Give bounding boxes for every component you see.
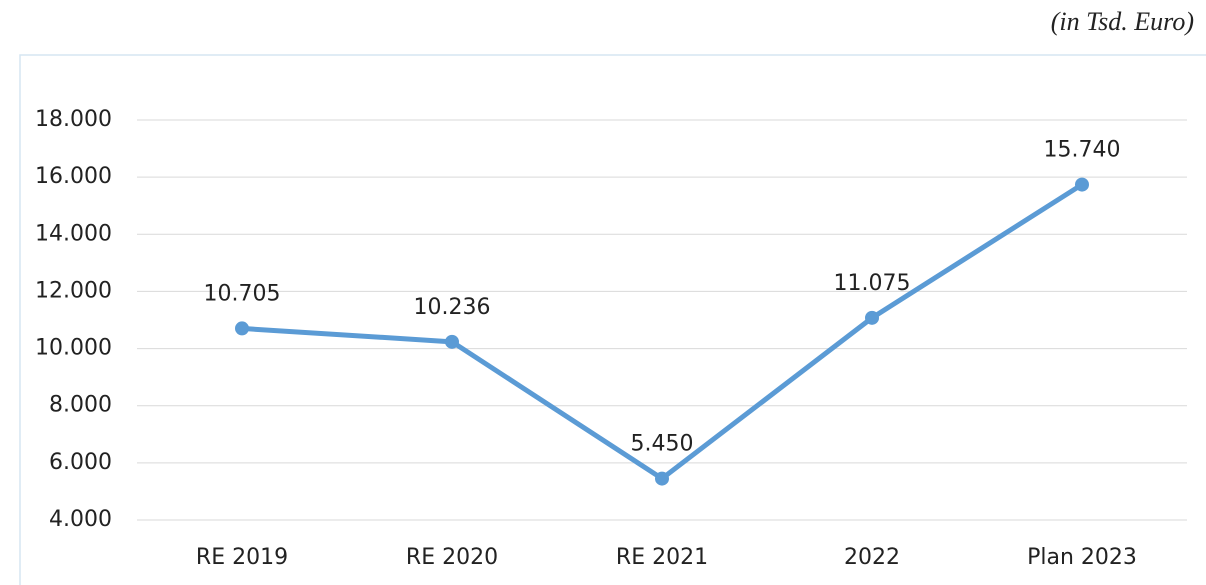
x-tick-label: Plan 2023	[1027, 545, 1137, 570]
point	[235, 321, 249, 336]
y-tick-label: 4.000	[49, 507, 112, 532]
data-label: 10.236	[414, 295, 491, 320]
data-label: 10.705	[204, 281, 281, 306]
point	[1075, 177, 1089, 192]
y-tick-label: 12.000	[35, 278, 112, 303]
y-tick-label: 14.000	[35, 221, 112, 246]
point	[865, 310, 879, 325]
y-tick-label: 16.000	[35, 164, 112, 189]
x-tick-label: 2022	[844, 545, 900, 570]
y-tick-label: 8.000	[49, 393, 112, 418]
data-label: 15.740	[1044, 138, 1121, 163]
x-tick-label: RE 2019	[196, 545, 288, 570]
y-tick-label: 10.000	[35, 336, 112, 361]
point	[445, 334, 459, 349]
y-tick-label: 18.000	[35, 107, 112, 132]
point	[655, 471, 669, 486]
data-label: 11.075	[834, 271, 911, 296]
y-tick-label: 6.000	[49, 450, 112, 475]
data-label: 5.450	[631, 432, 694, 457]
chart-subtitle: (in Tsd. Euro)	[1051, 7, 1194, 36]
chart-frame	[19, 54, 1206, 585]
x-tick-label: RE 2020	[406, 545, 498, 570]
x-tick-label: RE 2021	[616, 545, 708, 570]
